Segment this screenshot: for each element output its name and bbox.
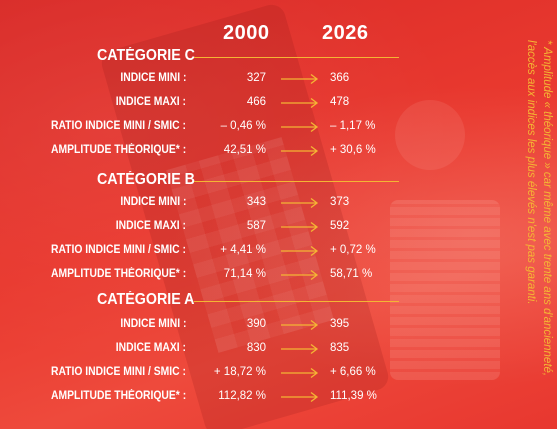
category-title: CATÉGORIE A — [97, 291, 195, 308]
value-2026: 395 — [330, 318, 350, 330]
value-2000: + 18,72 % — [213, 366, 266, 378]
category-divider — [194, 181, 399, 182]
value-2000: 71,14 % — [223, 268, 266, 280]
year-start-header: 2000 — [223, 22, 270, 44]
row-label: AMPLITUDE THÉORIQUE* : — [50, 390, 186, 402]
row-label: INDICE MINI : — [119, 72, 186, 84]
value-2000: 466 — [246, 96, 266, 108]
arrow-right-icon — [281, 367, 319, 379]
arrow-right-icon — [281, 121, 319, 133]
arrow-right-icon — [281, 97, 319, 109]
arrow-right-icon — [281, 73, 319, 85]
year-end-header: 2026 — [322, 22, 369, 44]
arrow-right-icon — [281, 145, 319, 157]
footnote: * Amplitude « théorique » car même avec … — [525, 40, 553, 377]
category-title: CATÉGORIE B — [97, 171, 195, 188]
value-2026: 592 — [330, 220, 350, 232]
value-2000: 327 — [246, 72, 266, 84]
row-label: INDICE MAXI : — [115, 342, 186, 354]
row-label: INDICE MAXI : — [115, 96, 186, 108]
value-2000: 587 — [246, 220, 266, 232]
value-2026: + 0,72 % — [330, 244, 376, 256]
value-2000: 112,82 % — [218, 390, 266, 402]
coin-background-shape — [395, 100, 465, 170]
coin-stack-background-shape — [390, 200, 500, 380]
value-2026: 58,71 % — [330, 268, 373, 280]
arrow-right-icon — [281, 197, 319, 209]
row-label: RATIO INDICE MINI / SMIC : — [51, 244, 186, 256]
arrow-right-icon — [281, 319, 319, 331]
row-label: AMPLITUDE THÉORIQUE* : — [50, 268, 186, 280]
value-2000: – 0,46 % — [220, 120, 266, 132]
category-title: CATÉGORIE C — [97, 47, 195, 64]
value-2026: 366 — [330, 72, 350, 84]
row-label: RATIO INDICE MINI / SMIC : — [51, 366, 186, 378]
value-2026: 835 — [330, 342, 350, 354]
arrow-right-icon — [281, 343, 319, 355]
row-label: INDICE MINI : — [119, 318, 186, 330]
value-2000: + 4,41 % — [220, 244, 266, 256]
arrow-right-icon — [281, 269, 319, 281]
value-2026: 111,39 % — [330, 390, 377, 402]
arrow-right-icon — [281, 391, 319, 403]
row-label: RATIO INDICE MINI / SMIC : — [51, 120, 186, 132]
category-divider — [194, 301, 399, 302]
category-divider — [194, 57, 399, 58]
row-label: AMPLITUDE THÉORIQUE* : — [50, 144, 186, 156]
row-label: INDICE MINI : — [119, 196, 186, 208]
value-2026: 478 — [330, 96, 350, 108]
value-2026: + 30,6 % — [330, 144, 376, 156]
value-2026: 373 — [330, 196, 350, 208]
value-2000: 343 — [246, 196, 266, 208]
arrow-right-icon — [281, 245, 319, 257]
value-2000: 830 — [246, 342, 266, 354]
arrow-right-icon — [281, 221, 319, 233]
value-2026: + 6,66 % — [330, 366, 376, 378]
value-2026: – 1,17 % — [330, 120, 376, 132]
value-2000: 42,51 % — [223, 144, 266, 156]
row-label: INDICE MAXI : — [115, 220, 186, 232]
value-2000: 390 — [246, 318, 266, 330]
